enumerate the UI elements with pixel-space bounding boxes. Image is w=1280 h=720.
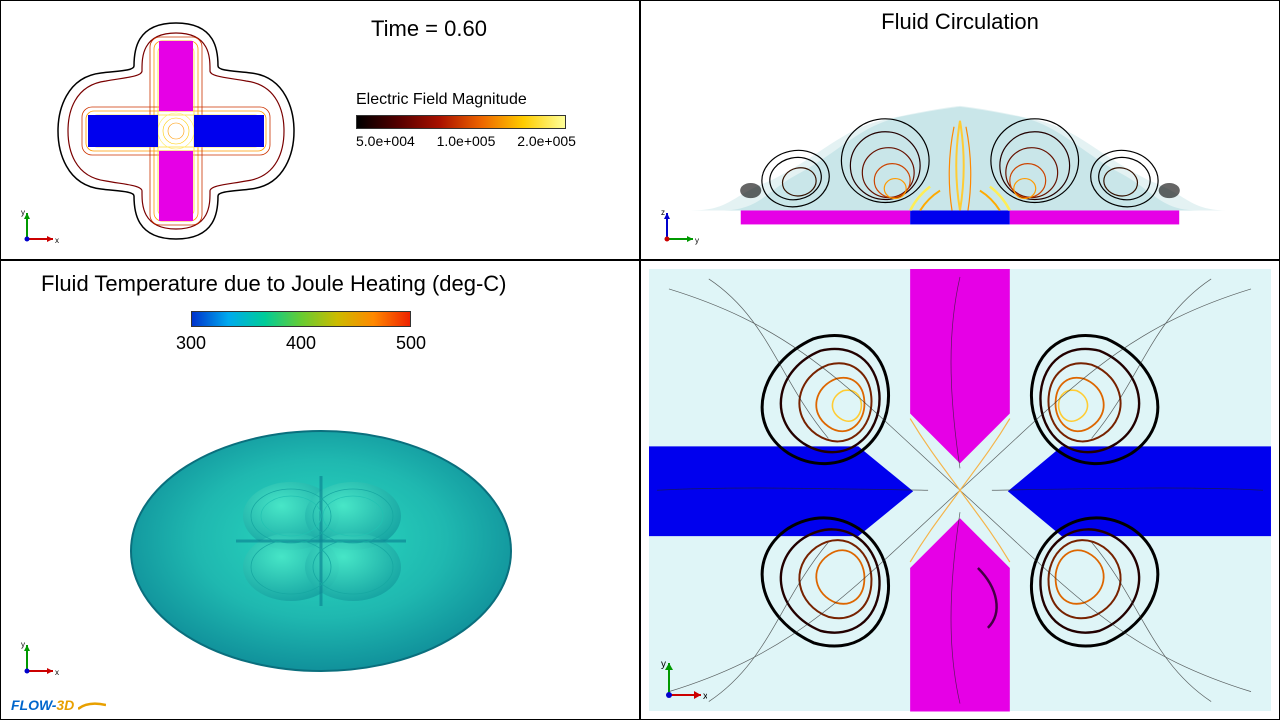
axis-triad-icon: x y (19, 207, 59, 247)
panel-electric-field: Time = 0.60 Electric Field Magnitude 5.0… (0, 0, 640, 260)
svg-text:y: y (21, 640, 25, 649)
ef-tick-2: 2.0e+005 (517, 133, 576, 149)
svg-text:x: x (55, 668, 59, 677)
ef-tick-0: 5.0e+004 (356, 133, 415, 149)
svg-text:z: z (661, 208, 665, 217)
axis-triad-icon: x y (659, 657, 707, 705)
panel-streamlines-top: x y (640, 260, 1280, 720)
ef-tick-1: 1.0e+005 (437, 133, 496, 149)
svg-text:y: y (695, 236, 699, 245)
flow3d-logo: FLOW-3D (11, 697, 106, 713)
svg-text:y: y (21, 208, 25, 217)
streamlines-top-plot (649, 269, 1271, 712)
svg-text:x: x (703, 691, 707, 702)
svg-text:x: x (55, 236, 59, 245)
temperature-colorbar (191, 311, 411, 327)
fluid-circulation-plot (671, 61, 1249, 230)
panel-fluid-temperature: Fluid Temperature due to Joule Heating (… (0, 260, 640, 720)
ef-colorbar (356, 115, 566, 129)
ef-legend-title: Electric Field Magnitude (356, 91, 576, 109)
temp-tick-0: 300 (176, 333, 206, 354)
axis-triad-icon: y z (659, 207, 699, 247)
logo-text-2: 3D (56, 697, 74, 713)
time-label: Time = 0.60 (371, 16, 487, 42)
temperature-surface-plot (121, 381, 521, 681)
logo-text-1: FLOW- (11, 697, 56, 713)
temp-tick-2: 500 (396, 333, 426, 354)
fluid-circulation-title: Fluid Circulation (881, 9, 1039, 35)
svg-text:y: y (661, 659, 666, 670)
ef-contour-plot (46, 11, 306, 251)
logo-swoosh-icon (78, 701, 106, 711)
temperature-title: Fluid Temperature due to Joule Heating (… (41, 271, 507, 297)
panel-fluid-circulation: Fluid Circulation (640, 0, 1280, 260)
electric-field-legend: Electric Field Magnitude 5.0e+004 1.0e+0… (356, 91, 576, 149)
axis-triad-icon: x y (19, 639, 59, 679)
temp-tick-1: 400 (286, 333, 316, 354)
ef-ticks: 5.0e+004 1.0e+005 2.0e+005 (356, 133, 576, 149)
temperature-ticks: 300 400 500 (176, 333, 426, 354)
